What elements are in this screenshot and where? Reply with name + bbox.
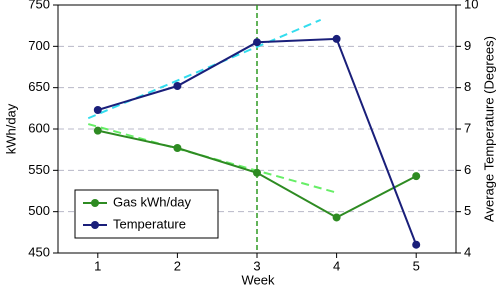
y2-tick-label: 6 xyxy=(464,162,471,177)
y2-axis-label: Average Temperature (Degrees) xyxy=(481,36,496,222)
x-tick-label: 3 xyxy=(253,258,260,273)
y-tick-label: 750 xyxy=(28,0,50,11)
x-tick-label: 2 xyxy=(174,258,181,273)
legend-marker xyxy=(91,221,99,229)
y2-tick-label: 4 xyxy=(464,244,471,259)
x-axis-label: Week xyxy=(242,272,275,287)
y2-tick-label: 8 xyxy=(464,79,471,94)
y2-tick-label: 7 xyxy=(464,120,471,135)
x-tick-label: 5 xyxy=(413,258,420,273)
data-point xyxy=(253,168,261,177)
legend-label: Gas kWh/day xyxy=(113,194,192,209)
legend-box xyxy=(74,189,219,239)
x-tick-label: 4 xyxy=(333,258,340,273)
data-point xyxy=(332,34,341,43)
data-point xyxy=(93,105,102,114)
y2-tick-label: 10 xyxy=(464,0,478,11)
y-tick-label: 500 xyxy=(28,203,50,218)
data-point xyxy=(173,144,182,153)
y-tick-label: 450 xyxy=(28,244,50,259)
y-tick-label: 700 xyxy=(28,38,50,53)
y-tick-label: 650 xyxy=(28,79,50,94)
data-point xyxy=(173,82,182,91)
y2-tick-label: 5 xyxy=(464,203,471,218)
trend-line xyxy=(87,18,322,120)
y-tick-label: 550 xyxy=(28,162,50,177)
data-point xyxy=(93,126,102,135)
y-axis-label: kWh/day xyxy=(3,103,18,154)
data-point xyxy=(412,172,421,181)
legend-marker xyxy=(91,199,99,207)
y-tick-label: 600 xyxy=(28,120,50,135)
trend-line xyxy=(87,123,337,194)
legend-label: Temperature xyxy=(113,216,186,231)
y2-tick-label: 9 xyxy=(464,38,471,53)
x-tick-label: 1 xyxy=(94,258,101,273)
data-point xyxy=(412,240,421,249)
data-point xyxy=(332,213,341,222)
data-point xyxy=(253,38,261,47)
